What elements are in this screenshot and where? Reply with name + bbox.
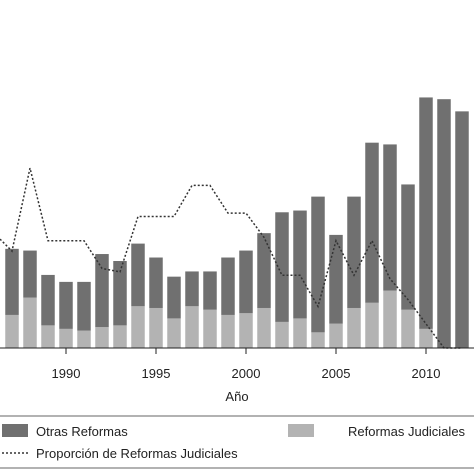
legend-label-otras-reformas: Otras Reformas [36,424,128,439]
legend-label-reformas-judiciales: Reformas Judiciales [348,424,466,439]
bar-otras-reformas-1998 [203,271,217,310]
x-tick-label-1995: 1995 [142,366,171,381]
bar-reformas-judiciales-1993 [113,325,127,348]
bar-otras-reformas-2011 [437,99,451,349]
bar-reformas-judiciales-1997 [185,306,199,348]
bar-otras-reformas-1994 [131,243,145,307]
bar-otras-reformas-2000 [239,250,253,314]
bar-reformas-judiciales-2009 [401,309,415,348]
bar-otras-reformas-1992 [95,254,109,328]
x-tick-label-2005: 2005 [322,366,351,381]
bar-reformas-judiciales-2005 [329,323,343,348]
bar-otras-reformas-1991 [77,281,91,331]
x-tick-label-1990: 1990 [52,366,81,381]
bar-otras-reformas-1988 [23,250,37,298]
bar-reformas-judiciales-1998 [203,309,217,348]
bar-otras-reformas-2012 [455,111,469,348]
bar-reformas-judiciales-2007 [365,302,379,348]
bar-otras-reformas-2005 [329,234,343,324]
bar-otras-reformas-2004 [311,196,325,333]
legend-box [0,415,474,469]
bar-otras-reformas-2008 [383,144,397,291]
bar-otras-reformas-1990 [59,281,73,329]
bar-otras-reformas-2009 [401,184,415,310]
bar-reformas-judiciales-1987 [5,314,19,348]
bar-otras-reformas-2001 [257,233,271,308]
bar-otras-reformas-2007 [365,142,379,303]
legend-label-proporcion: Proporción de Reformas Judiciales [36,446,238,461]
bar-reformas-judiciales-1994 [131,306,145,348]
legend: Otras Reformas Reformas Judiciales Propo… [0,415,474,469]
bar-otras-reformas-2002 [275,212,289,322]
plot-area [0,97,469,349]
bar-reformas-judiciales-2002 [275,321,289,348]
bar-otras-reformas-2006 [347,196,361,308]
bar-reformas-judiciales-2008 [383,290,397,348]
bar-otras-reformas-1996 [167,276,181,319]
bar-otras-reformas-1999 [221,257,235,315]
bar-otras-reformas-1995 [149,257,163,308]
legend-swatch-otras-reformas [2,424,28,437]
legend-swatch-reformas-judiciales [288,424,314,437]
bar-otras-reformas-1987 [5,248,19,315]
bar-reformas-judiciales-1996 [167,318,181,348]
x-tick-label-2000: 2000 [232,366,261,381]
bar-reformas-judiciales-2006 [347,307,361,348]
bar-reformas-judiciales-1990 [59,328,73,348]
bar-reformas-judiciales-2003 [293,318,307,348]
bar-reformas-judiciales-2004 [311,332,325,348]
x-axis-title: Año [225,389,248,404]
bar-otras-reformas-1993 [113,261,127,326]
x-tick-label-2010: 2010 [412,366,441,381]
bar-reformas-judiciales-2000 [239,313,253,348]
bar-reformas-judiciales-1999 [221,314,235,348]
bar-otras-reformas-2003 [293,210,307,319]
bar-reformas-judiciales-1995 [149,307,163,348]
bar-reformas-judiciales-2001 [257,307,271,348]
bar-reformas-judiciales-1991 [77,330,91,348]
x-axis: 1990 1995 2000 2005 2010 [0,347,474,381]
bar-reformas-judiciales-2010 [419,328,433,348]
bar-reformas-judiciales-1988 [23,297,37,348]
bar-otras-reformas-2010 [419,97,433,329]
bar-reformas-judiciales-1992 [95,327,109,348]
bar-otras-reformas-1997 [185,271,199,307]
bar-reformas-judiciales-1989 [41,325,55,348]
line-proporcion-reformas-judiciales [0,167,462,349]
bar-otras-reformas-1989 [41,274,55,326]
